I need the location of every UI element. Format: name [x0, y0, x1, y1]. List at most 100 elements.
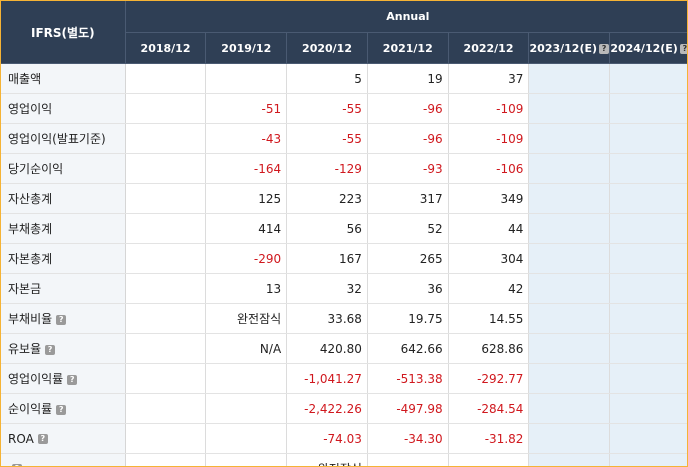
table-cell [125, 423, 207, 454]
question-mark-icon[interactable]: ? [67, 374, 78, 385]
table-cell: 642.66 [367, 333, 449, 364]
table-cell: 265 [367, 243, 449, 274]
table-cell: 5 [286, 63, 368, 94]
table-cell [528, 393, 611, 424]
table-cell: 304 [448, 243, 530, 274]
table-cell: 완전잠식 [205, 303, 288, 334]
table-cell [609, 63, 687, 94]
table-cell [125, 273, 207, 304]
year-header-1: 2019/12 [205, 32, 288, 64]
table-cell: 167 [286, 243, 368, 274]
row-label-text: 자본금 [8, 282, 42, 296]
question-mark-icon[interactable]: ? [599, 43, 610, 54]
table-cell: 14.55 [448, 303, 530, 334]
annual-header: Annual [125, 1, 687, 33]
table-cell [528, 213, 611, 244]
table-cell [125, 393, 207, 424]
table-cell [125, 123, 207, 154]
table-cell: 33.68 [286, 303, 368, 334]
year-label: 2021/12 [382, 41, 433, 55]
table-cell: -292.77 [448, 363, 530, 394]
table-cell [609, 273, 687, 304]
table-cell: -51 [205, 93, 288, 124]
row-label: 영업이익률? [1, 363, 126, 394]
table-cell [609, 363, 687, 394]
table-cell: -513.38 [367, 363, 449, 394]
row-label-text: 자본총계 [8, 252, 53, 266]
table-cell: 19.75 [367, 303, 449, 334]
table-cell [125, 213, 207, 244]
table-cell [609, 243, 687, 274]
table-cell [609, 153, 687, 184]
year-header-5: 2023/12(E)? [528, 32, 611, 64]
table-cell: -96 [367, 123, 449, 154]
table-cell [125, 333, 207, 364]
table-cell [528, 243, 611, 274]
table-cell [125, 153, 207, 184]
table-cell [205, 423, 288, 454]
table-cell: 42 [448, 273, 530, 304]
question-mark-icon[interactable]: ? [679, 43, 687, 54]
table-cell [205, 453, 288, 466]
row-label: 영업이익 [1, 93, 126, 124]
table-cell: 317 [367, 183, 449, 214]
row-label-text: ROA [8, 431, 34, 446]
table-cell [125, 363, 207, 394]
table-cell: -109 [448, 123, 530, 154]
row-label: 부채비율? [1, 303, 126, 334]
year-label: 2018/12 [140, 41, 191, 55]
table-cell [125, 453, 207, 466]
row-label-text: 부채총계 [8, 222, 53, 236]
year-header-row: 2018/12 2019/12 2020/12 2021/12 2022/12 2023/… [1, 32, 687, 64]
table-cell [528, 363, 611, 394]
row-label-text: 매출액 [8, 72, 42, 86]
table-row: 자본금 13 32 36 42 [1, 273, 687, 304]
row-label: 자본금 [1, 273, 126, 304]
question-mark-icon[interactable]: ? [56, 404, 67, 415]
table-cell [609, 303, 687, 334]
table-cell: 13 [205, 273, 288, 304]
table-cell [609, 93, 687, 124]
table-cell: 19 [367, 63, 449, 94]
question-mark-icon[interactable]: ? [56, 314, 67, 325]
table-cell [609, 423, 687, 454]
table-cell [125, 243, 207, 274]
table-cell: -31.82 [448, 423, 530, 454]
table-row: 영업이익 -51 -55 -96 -109 [1, 93, 687, 124]
table-cell: N/A [205, 333, 288, 364]
table-cell: 414 [205, 213, 288, 244]
table-cell [125, 93, 207, 124]
table-cell: 628.86 [448, 333, 530, 364]
question-mark-icon[interactable]: ? [37, 434, 48, 444]
row-label: 순이익률? [1, 393, 126, 424]
row-label: 자본총계 [1, 243, 126, 274]
row-label-text: 영업이익(발표기준) [8, 132, 106, 146]
table-cell: 36 [367, 273, 449, 304]
row-label-text: 영업이익률 [8, 372, 64, 386]
table-cell [528, 153, 611, 184]
table-cell: -1,041.27 [286, 363, 368, 394]
table-row: 매출액 5 19 37 [1, 63, 687, 94]
table-cell: -129 [286, 153, 368, 184]
table-cell [528, 303, 611, 334]
table-cell: -93 [367, 153, 449, 184]
table-cell: -284.54 [448, 393, 530, 424]
row-label-text: 순이익률 [8, 402, 53, 416]
table-cell [609, 123, 687, 154]
question-mark-icon[interactable]: ? [45, 344, 56, 355]
question-mark-icon[interactable]: ? [12, 464, 22, 466]
table-cell: 44 [448, 213, 530, 244]
table-cell: -34.30 [367, 423, 449, 454]
table-cell [609, 393, 687, 424]
table-cell: 32 [286, 273, 368, 304]
row-label: 당기순이익 [1, 153, 126, 184]
row-label-text: 유보율 [8, 342, 42, 356]
table-cell: -106 [448, 153, 530, 184]
table-cell: -55 [286, 93, 368, 124]
table-cell [528, 273, 611, 304]
row-label: 유보율? [1, 333, 126, 364]
row-label-text: 자산총계 [8, 192, 53, 206]
table-cell [528, 123, 611, 154]
